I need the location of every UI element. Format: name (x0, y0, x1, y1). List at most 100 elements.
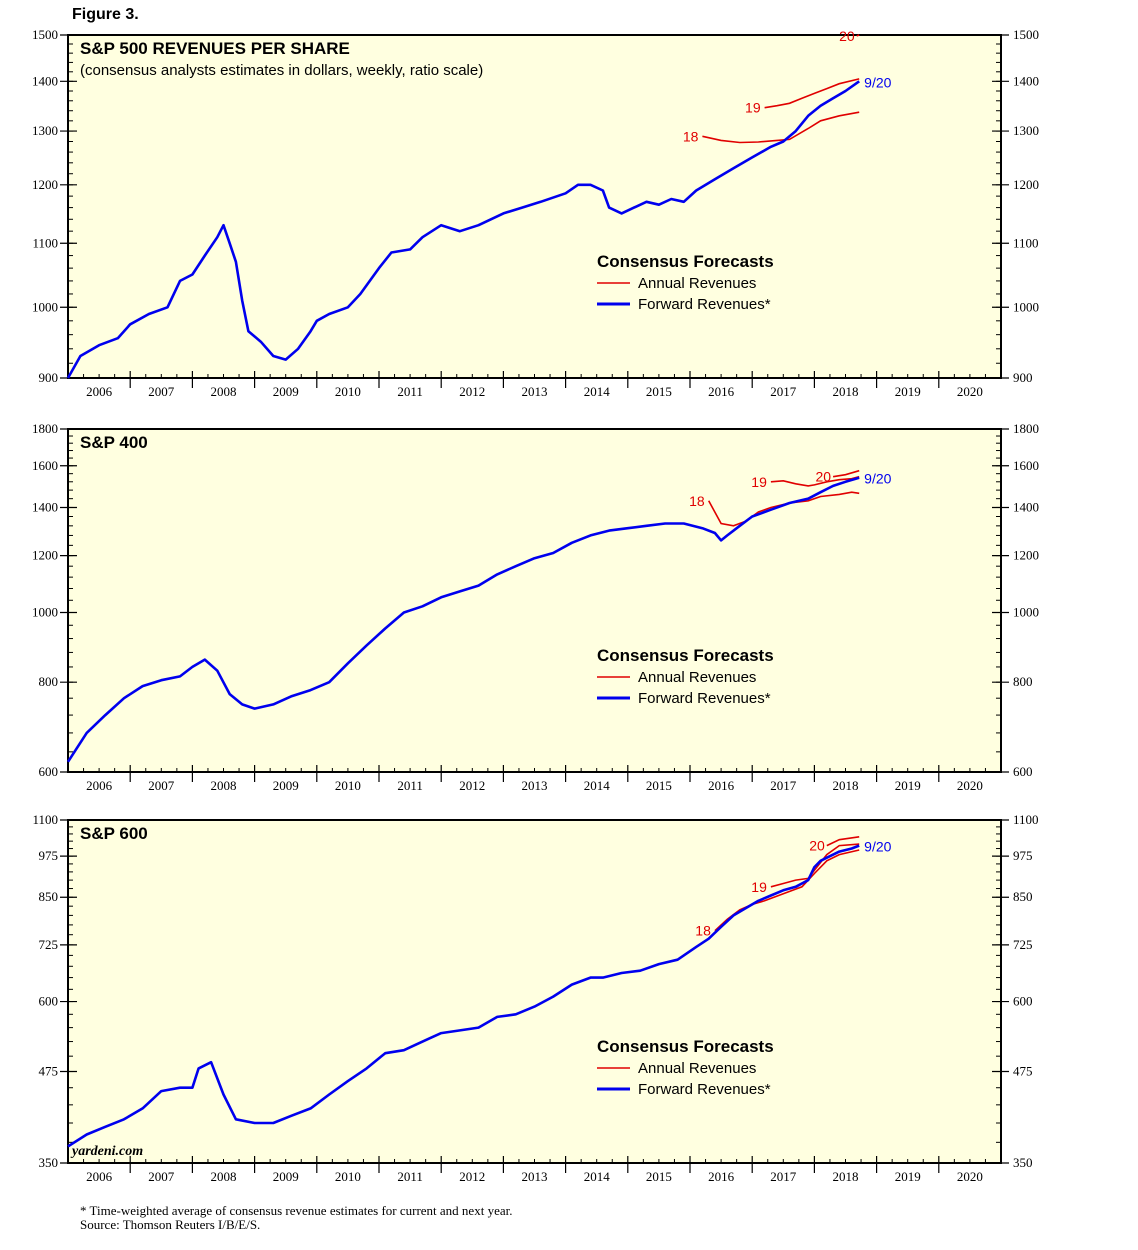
x-tick-label: 2014 (584, 384, 611, 399)
x-tick-label: 2006 (86, 1169, 113, 1184)
y-tick-label-right: 1200 (1013, 548, 1039, 563)
x-tick-label: 2020 (957, 778, 983, 793)
y-tick-label-left: 1100 (32, 812, 58, 827)
x-tick-label: 2014 (584, 778, 611, 793)
x-tick-label: 2015 (646, 384, 672, 399)
x-tick-label: 2009 (273, 384, 299, 399)
y-tick-label-left: 1400 (32, 499, 58, 514)
annotation-year-18: 18 (683, 128, 699, 144)
legend-title: Consensus Forecasts (597, 1037, 774, 1056)
x-tick-label: 2016 (708, 778, 735, 793)
x-tick-label: 2015 (646, 1169, 672, 1184)
annual-series-20 (826, 836, 860, 847)
y-tick-label-left: 900 (39, 370, 59, 385)
x-tick-label: 2017 (770, 1169, 797, 1184)
x-tick-label: 2011 (397, 1169, 423, 1184)
y-tick-label-left: 1000 (32, 605, 58, 620)
annual-series-19 (764, 78, 860, 109)
x-tick-label: 2011 (397, 778, 423, 793)
x-tick-label: 2011 (397, 384, 423, 399)
y-tick-label-left: 1400 (32, 73, 58, 88)
chart-sp600: 350 350 475 475 600 600 725 725 850 850 975 975 1100… (32, 812, 1039, 1184)
y-tick-label-right: 1000 (1013, 299, 1039, 314)
x-tick-label: 2019 (895, 1169, 921, 1184)
y-tick-label-right: 850 (1013, 889, 1033, 904)
x-tick-label: 2008 (211, 1169, 237, 1184)
x-tick-label: 2015 (646, 778, 672, 793)
y-tick-label-left: 1600 (32, 458, 58, 473)
legend-title: Consensus Forecasts (597, 646, 774, 665)
legend-label-forward: Forward Revenues* (638, 1081, 771, 1098)
y-tick-label-left: 975 (39, 848, 59, 863)
annotation-date: 9/20 (864, 471, 891, 487)
y-tick-label-right: 1800 (1013, 421, 1039, 436)
x-tick-label: 2016 (708, 384, 735, 399)
y-tick-label-right: 975 (1013, 848, 1033, 863)
y-tick-label-left: 1500 (32, 27, 58, 42)
y-tick-label-left: 475 (39, 1064, 59, 1079)
forward-series (67, 844, 860, 1148)
y-tick-label-right: 900 (1013, 370, 1033, 385)
annotation-year-20: 20 (815, 469, 831, 485)
legend-label-annual: Annual Revenues (638, 1060, 756, 1077)
chart-title: S&P 500 REVENUES PER SHARE (80, 39, 350, 58)
x-tick-label: 2018 (833, 384, 859, 399)
x-tick-label: 2006 (86, 778, 113, 793)
x-tick-label: 2012 (459, 1169, 485, 1184)
y-tick-label-right: 725 (1013, 937, 1033, 952)
x-tick-label: 2014 (584, 1169, 611, 1184)
x-tick-label: 2019 (895, 384, 921, 399)
y-tick-label-left: 1300 (32, 123, 58, 138)
x-tick-label: 2010 (335, 1169, 361, 1184)
x-tick-label: 2017 (770, 778, 797, 793)
x-tick-label: 2008 (211, 778, 237, 793)
annual-series-20 (832, 469, 860, 478)
annotation-year-19: 19 (751, 879, 767, 895)
x-tick-label: 2010 (335, 778, 361, 793)
x-tick-label: 2018 (833, 1169, 859, 1184)
x-tick-label: 2019 (895, 778, 921, 793)
annotation-date: 9/20 (864, 74, 891, 90)
y-tick-label-right: 1500 (1013, 27, 1039, 42)
x-tick-label: 2013 (522, 384, 548, 399)
chart-title: S&P 600 (80, 824, 148, 843)
y-tick-label-left: 1800 (32, 421, 58, 436)
x-tick-label: 2016 (708, 1169, 735, 1184)
plot-area (67, 34, 1002, 379)
x-tick-label: 2007 (148, 1169, 175, 1184)
chart-title: S&P 400 (80, 433, 148, 452)
x-tick-label: 2012 (459, 778, 485, 793)
x-tick-label: 2009 (273, 1169, 299, 1184)
y-tick-label-right: 1600 (1013, 458, 1039, 473)
y-tick-label-left: 1200 (32, 548, 58, 563)
legend-label-annual: Annual Revenues (638, 669, 756, 686)
y-tick-label-right: 600 (1013, 764, 1033, 779)
y-tick-label-left: 1100 (32, 235, 58, 250)
figure-title: Figure 3. (72, 6, 139, 23)
y-tick-label-right: 475 (1013, 1064, 1033, 1079)
forward-series (66, 80, 860, 379)
x-tick-label: 2009 (273, 778, 299, 793)
x-tick-label: 2010 (335, 384, 361, 399)
y-tick-label-right: 1100 (1013, 235, 1039, 250)
x-tick-label: 2018 (833, 778, 859, 793)
x-tick-label: 2006 (86, 384, 113, 399)
y-tick-label-right: 1000 (1013, 605, 1039, 620)
y-tick-label-left: 1000 (32, 299, 58, 314)
plot-area (67, 819, 1002, 1164)
x-tick-label: 2017 (770, 384, 797, 399)
x-tick-label: 2013 (522, 778, 548, 793)
y-tick-label-right: 1400 (1013, 499, 1039, 514)
x-tick-label: 2020 (957, 384, 983, 399)
legend-label-forward: Forward Revenues* (638, 296, 771, 313)
x-tick-label: 2007 (148, 384, 175, 399)
y-tick-label-left: 800 (39, 674, 59, 689)
footnote: * Time-weighted average of consensus rev… (80, 1204, 512, 1232)
annotation-year-19: 19 (751, 474, 767, 490)
annotation-year-19: 19 (745, 100, 761, 116)
y-tick-label-left: 350 (39, 1155, 59, 1170)
legend-title: Consensus Forecasts (597, 252, 774, 271)
legend-label-forward: Forward Revenues* (638, 690, 771, 707)
y-tick-label-right: 1100 (1013, 812, 1039, 827)
chart-sp400: 600 600 800 800 1000 1000 1200 1200 1400 1400 1600… (32, 421, 1039, 793)
